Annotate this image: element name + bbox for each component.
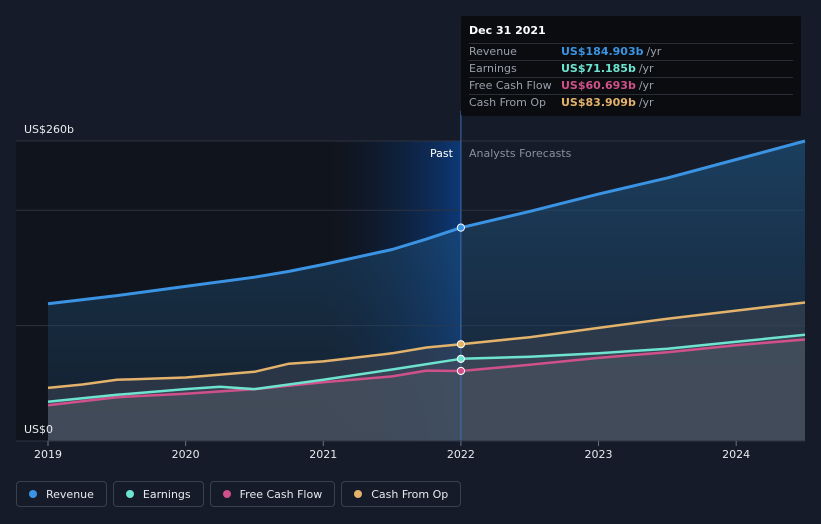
y-axis-bottom-label: US$0 [24,423,54,436]
tooltip-unit: /yr [646,45,662,58]
x-tick-label: 2019 [34,448,62,461]
legend-label: Earnings [142,487,191,501]
free-cash-flow-line [47,338,806,407]
legend-label: Cash From Op [371,487,449,501]
tooltip-row-cfo: Cash From Op US$83.909b /yr [469,94,793,111]
free-cash-flow-area [48,339,805,441]
earnings-marker [456,354,466,363]
tooltip-unit: /yr [638,79,654,92]
cash-from-op-line [47,301,806,390]
cash-from-op-marker [456,340,466,349]
tooltip-value: US$184.903b [561,45,644,58]
legend-label: Free Cash Flow [239,487,323,501]
tooltip: Dec 31 2021 Revenue US$184.903b /yr Earn… [461,16,801,116]
tooltip-value: US$71.185b [561,62,636,75]
fcf-dot-icon [222,490,231,498]
revenue-line [47,139,806,306]
x-tick-label: 2024 [722,448,750,461]
tooltip-row-earnings: Earnings US$71.185b /yr [469,60,793,77]
tooltip-value: US$60.693b [561,79,636,92]
forecast-label: Analysts Forecasts [469,147,572,160]
legend-item-free-cash-flow[interactable]: Free Cash Flow [209,481,336,507]
x-tick-label: 2020 [172,448,200,461]
legend: Revenue Earnings Free Cash Flow Cash Fro… [16,481,462,507]
y-axis-top-label: US$260b [24,123,75,136]
earnings-area [48,334,805,441]
cfo-dot-icon [354,490,363,498]
legend-label: Revenue [46,487,94,501]
tooltip-name: Cash From Op [469,96,547,109]
tooltip-value: US$83.909b [561,96,636,109]
legend-item-earnings[interactable]: Earnings [112,481,204,507]
x-tick-label: 2021 [309,448,337,461]
tooltip-unit: /yr [638,62,654,75]
revenue-marker [456,223,466,232]
tooltip-row-revenue: Revenue US$184.903b /yr [469,43,793,60]
past-label: Past [430,147,453,160]
tooltip-unit: /yr [638,96,654,109]
earnings-dot-icon [125,490,134,498]
revenue-dot-icon [29,490,37,498]
tooltip-name: Earnings [469,62,517,75]
tooltip-name: Revenue [469,45,517,58]
free-cash-flow-marker [456,366,466,376]
tooltip-name: Free Cash Flow [469,79,552,92]
legend-item-cash-from-op[interactable]: Cash From Op [341,481,462,507]
legend-item-revenue[interactable]: Revenue [16,481,107,507]
x-tick-label: 2023 [585,448,613,461]
tooltip-row-fcf: Free Cash Flow US$60.693b /yr [469,77,793,94]
earnings-line [47,333,806,404]
tooltip-date: Dec 31 2021 [469,24,546,37]
x-tick-label: 2022 [447,448,475,461]
